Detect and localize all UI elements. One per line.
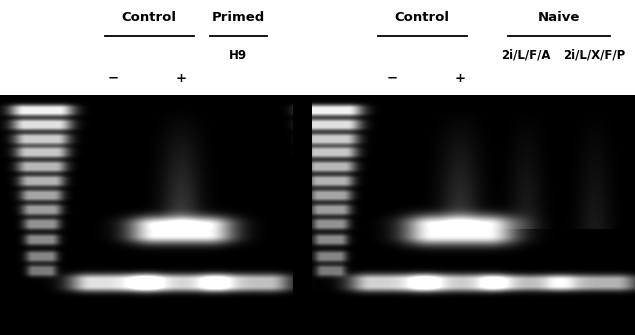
Text: H9: H9	[229, 49, 247, 62]
Text: −: −	[107, 72, 119, 85]
Text: +: +	[454, 72, 465, 85]
Text: 2i/L/F/A: 2i/L/F/A	[501, 49, 551, 62]
Bar	[0, 0, 635, 95]
Text: Control: Control	[395, 11, 450, 24]
Text: +: +	[175, 72, 187, 85]
Text: −: −	[387, 72, 398, 85]
Text: 2i/L/X/F/P: 2i/L/X/F/P	[563, 49, 625, 62]
Text: Naive: Naive	[538, 11, 580, 24]
Text: Control: Control	[122, 11, 177, 24]
Text: Primed: Primed	[211, 11, 265, 24]
